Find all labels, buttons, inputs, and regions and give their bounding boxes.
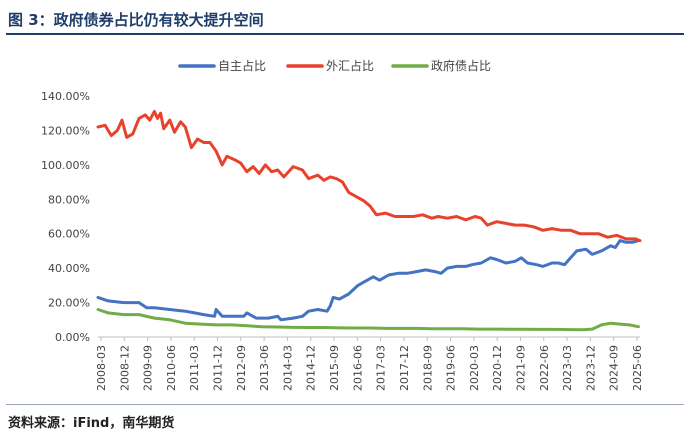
x-tick-label: 2015-09: [328, 345, 341, 391]
x-tick-label: 2018-09: [421, 345, 434, 391]
legend-label-2: 外汇占比: [326, 58, 374, 73]
y-tick-label: 20.00%: [48, 297, 90, 310]
x-tick-label: 2011-12: [212, 345, 225, 391]
x-tick-label: 2014-03: [281, 345, 294, 391]
source-note: 资料来源：iFind，南华期货: [8, 416, 175, 431]
series-line-3: [96, 308, 640, 332]
x-tick-label: 2023-03: [561, 345, 574, 391]
x-tick-label: 2017-12: [398, 345, 411, 391]
x-tick-label: 2023-12: [584, 345, 597, 391]
x-tick-label: 2022-06: [538, 345, 551, 391]
y-tick-label: 100.00%: [41, 159, 90, 172]
legend-label-3: 政府债占比: [431, 58, 491, 73]
y-tick-label: 140.00%: [41, 90, 90, 103]
x-tick-label: 2017-03: [375, 345, 388, 391]
x-tick-label: 2014-12: [305, 345, 318, 391]
x-tick-label: 2009-09: [142, 345, 155, 391]
series-line-1: [96, 239, 640, 322]
x-tick-label: 2008-03: [95, 345, 108, 391]
x-tick-label: 2025-06: [631, 345, 644, 391]
legend: 自主占比 外汇占比 政府债占比: [178, 58, 491, 73]
title-rule: [6, 33, 684, 35]
x-tick-label: 2019-06: [445, 345, 458, 391]
x-tick-label: 2008-12: [118, 345, 131, 391]
x-tick-label: 2020-12: [491, 345, 504, 391]
x-tick-label: 2024-09: [608, 345, 621, 391]
line-chart: 自主占比 外汇占比 政府债占比 0.00% 20.00% 40.00% 60.00% 80.…: [41, 58, 644, 391]
x-tick-label: 2016-06: [351, 345, 364, 391]
y-tick-label: 80.00%: [48, 193, 90, 206]
y-axis: 0.00% 20.00% 40.00% 60.00% 80.00% 100.00% 120.…: [41, 90, 90, 344]
figure-title: 图 3：政府债券占比仍有较大提升空间: [8, 11, 264, 29]
x-tick-label: 2013-06: [258, 345, 271, 391]
x-tick-label: 2012-09: [235, 345, 248, 391]
series-group: [96, 110, 642, 332]
legend-label-1: 自主占比: [218, 58, 266, 73]
x-tick-label: 2010-06: [165, 345, 178, 391]
y-tick-label: 40.00%: [48, 262, 90, 275]
footer-rule: [6, 404, 684, 405]
x-tick-label: 2021-09: [514, 345, 527, 391]
y-tick-label: 120.00%: [41, 124, 90, 137]
x-tick-label: 2020-03: [468, 345, 481, 391]
y-tick-label: 60.00%: [48, 228, 90, 241]
x-axis: 2008-03 2008-12 2009-09 2010-06 2011-03 2011-…: [95, 336, 644, 391]
series-line-2: [96, 110, 642, 243]
x-tick-label: 2011-03: [188, 345, 201, 391]
y-tick-label: 0.00%: [55, 331, 90, 344]
